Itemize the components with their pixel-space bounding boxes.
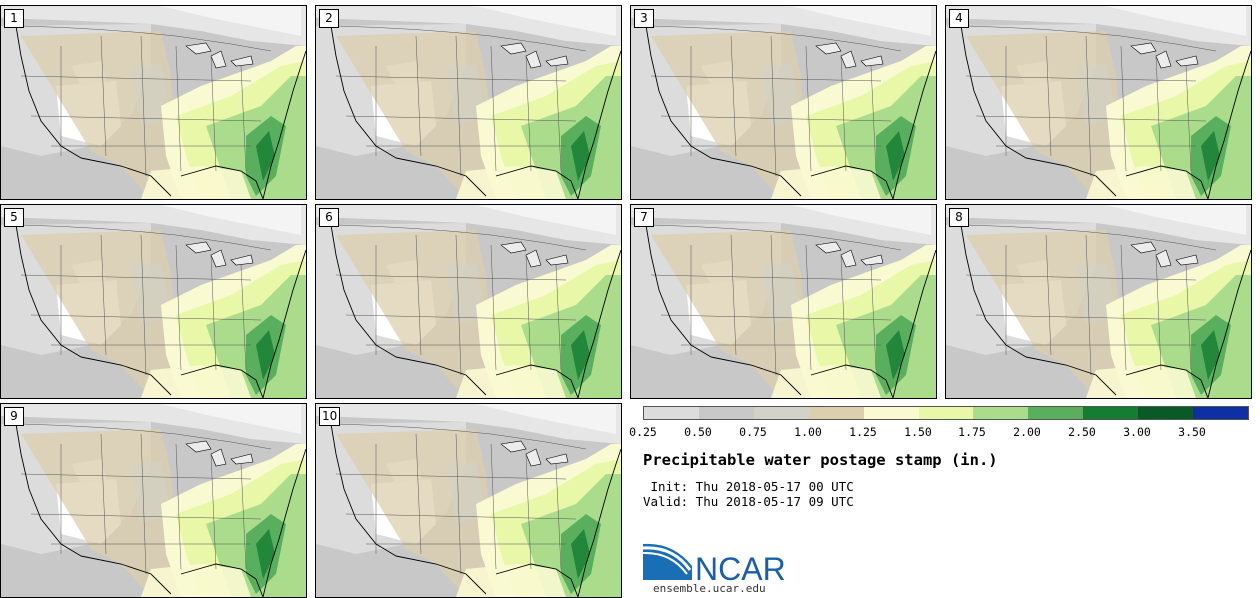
member-number-label: 6 bbox=[319, 208, 339, 227]
ensemble-member-panel: 10 bbox=[315, 403, 622, 598]
ensemble-member-panel: 5 bbox=[0, 204, 307, 399]
legend-swatch bbox=[808, 407, 864, 419]
ensemble-member-panel: 1 bbox=[0, 5, 307, 200]
figure-title: Precipitable water postage stamp (in.) bbox=[643, 451, 998, 469]
pw-map bbox=[1, 205, 306, 398]
color-scale-bar bbox=[643, 406, 1249, 420]
legend-swatch bbox=[1028, 407, 1084, 419]
ncar-logo: NCAR bbox=[643, 543, 786, 584]
pw-map bbox=[946, 6, 1251, 199]
legend-swatch bbox=[1083, 407, 1139, 419]
member-number-label: 4 bbox=[949, 9, 969, 28]
ensemble-member-panel: 2 bbox=[315, 5, 622, 200]
pw-map bbox=[1, 6, 306, 199]
ensemble-member-panel: 3 bbox=[630, 5, 937, 200]
member-number-label: 3 bbox=[634, 9, 654, 28]
pw-map bbox=[316, 404, 621, 597]
init-time: Init: Thu 2018-05-17 00 UTC bbox=[643, 479, 854, 494]
legend-swatch bbox=[1138, 407, 1194, 419]
legend-tick-label: 1.75 bbox=[958, 425, 986, 439]
legend-swatch bbox=[973, 407, 1029, 419]
member-number-label: 7 bbox=[634, 208, 654, 227]
member-number-label: 5 bbox=[4, 208, 24, 227]
legend-tick-label: 1.00 bbox=[794, 425, 822, 439]
legend-tick-label: 0.50 bbox=[684, 425, 712, 439]
pw-map bbox=[316, 205, 621, 398]
legend-swatch bbox=[1193, 407, 1248, 419]
ensemble-member-panel: 4 bbox=[945, 5, 1252, 200]
ensemble-member-panel: 8 bbox=[945, 204, 1252, 399]
ensemble-member-panel: 7 bbox=[630, 204, 937, 399]
legend-swatch bbox=[698, 407, 754, 419]
legend-swatch bbox=[644, 407, 699, 419]
valid-time: Valid: Thu 2018-05-17 09 UTC bbox=[643, 494, 854, 509]
pw-map bbox=[631, 205, 936, 398]
pw-map bbox=[316, 6, 621, 199]
logo-url: ensemble.ucar.edu bbox=[653, 582, 766, 595]
legend-tick-label: 2.50 bbox=[1068, 425, 1096, 439]
member-number-label: 1 bbox=[4, 9, 24, 28]
member-number-label: 8 bbox=[949, 208, 969, 227]
pw-map bbox=[946, 205, 1251, 398]
ensemble-member-panel: 6 bbox=[315, 204, 622, 399]
legend-tick-label: 3.00 bbox=[1123, 425, 1151, 439]
logo-text: NCAR bbox=[695, 551, 786, 584]
legend-tick-label: 3.50 bbox=[1178, 425, 1206, 439]
legend-swatch bbox=[863, 407, 919, 419]
legend-tick-label: 2.00 bbox=[1013, 425, 1041, 439]
ensemble-member-panel: 9 bbox=[0, 403, 307, 598]
pw-map bbox=[1, 404, 306, 597]
legend-tick-label: 1.50 bbox=[904, 425, 932, 439]
legend-swatch bbox=[753, 407, 809, 419]
legend-tick-label: 1.25 bbox=[849, 425, 877, 439]
legend-tick-label: 0.25 bbox=[629, 425, 657, 439]
legend-tick-label: 0.75 bbox=[739, 425, 767, 439]
pw-map bbox=[631, 6, 936, 199]
member-number-label: 10 bbox=[319, 407, 341, 426]
member-number-label: 9 bbox=[4, 407, 24, 426]
member-number-label: 2 bbox=[319, 9, 339, 28]
legend-swatch bbox=[918, 407, 974, 419]
